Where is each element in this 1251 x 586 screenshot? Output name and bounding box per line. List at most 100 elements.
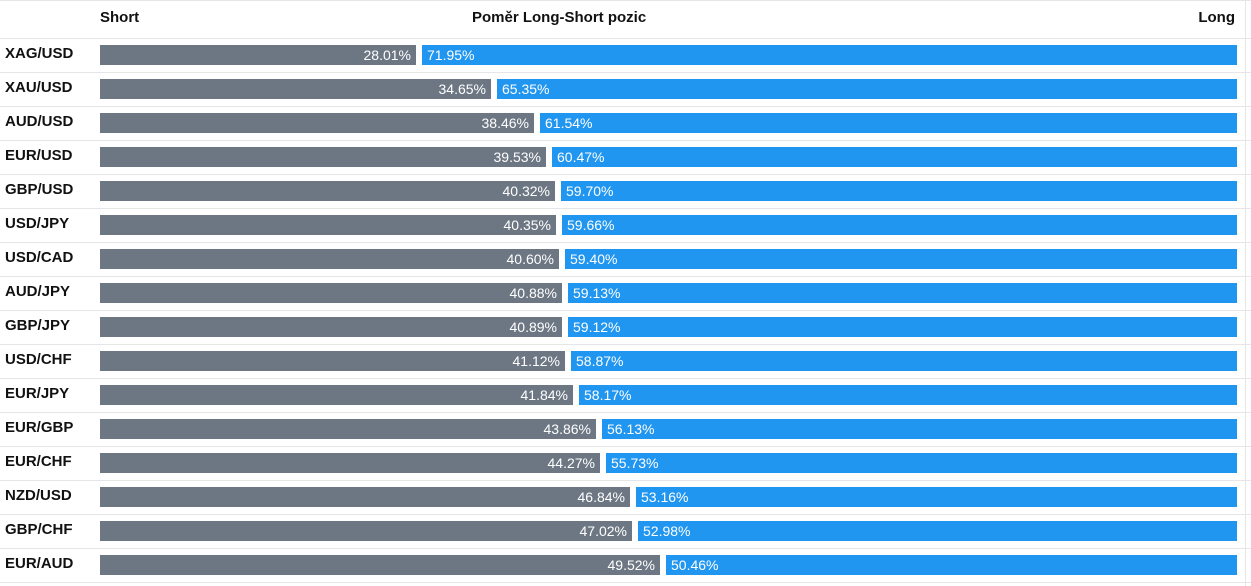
bar-row: USD/JPY 40.35% 59.66%: [0, 208, 1251, 242]
short-value-label: 40.60%: [506, 251, 554, 267]
bar-row: USD/CHF 41.12% 58.87%: [0, 344, 1251, 378]
bar-row: GBP/CHF 47.02% 52.98%: [0, 514, 1251, 548]
short-bar: 49.52%: [100, 555, 660, 575]
short-bar: 34.65%: [100, 79, 491, 99]
long-header-label: Long: [1198, 9, 1235, 26]
short-bar: 46.84%: [100, 487, 630, 507]
short-value-label: 43.86%: [543, 421, 591, 437]
chart-title: Poměr Long-Short pozic: [472, 9, 647, 26]
currency-pair-label: AUD/USD: [5, 113, 74, 130]
short-value-label: 40.32%: [502, 183, 550, 199]
long-bar: 59.40%: [565, 249, 1237, 269]
currency-pair-label: EUR/CHF: [5, 453, 72, 470]
long-bar: 65.35%: [497, 79, 1237, 99]
long-value-label: 59.70%: [566, 183, 614, 199]
short-value-label: 34.65%: [438, 81, 486, 97]
currency-pair-label: EUR/GBP: [5, 419, 74, 436]
currency-pair-label: USD/JPY: [5, 215, 70, 232]
long-value-label: 59.13%: [573, 285, 621, 301]
long-value-label: 58.87%: [576, 353, 624, 369]
long-bar: 59.12%: [568, 317, 1237, 337]
bar-row: EUR/USD 39.53% 60.47%: [0, 140, 1251, 174]
currency-pair-label: EUR/USD: [5, 147, 73, 164]
long-bar: 61.54%: [540, 113, 1237, 133]
short-bar: 44.27%: [100, 453, 600, 473]
long-bar: 59.70%: [561, 181, 1237, 201]
long-bar: 50.46%: [666, 555, 1237, 575]
long-value-label: 52.98%: [643, 523, 691, 539]
short-value-label: 41.12%: [512, 353, 560, 369]
long-bar: 59.13%: [568, 283, 1237, 303]
long-bar: 58.87%: [571, 351, 1237, 371]
long-bar: 53.16%: [636, 487, 1237, 507]
bar-row: XAU/USD 34.65% 65.35%: [0, 72, 1251, 106]
long-bar: 58.17%: [579, 385, 1237, 405]
bar-row: GBP/USD 40.32% 59.70%: [0, 174, 1251, 208]
long-value-label: 59.12%: [573, 319, 621, 335]
long-bar: 60.47%: [552, 147, 1237, 167]
long-value-label: 55.73%: [611, 455, 659, 471]
short-bar: 40.88%: [100, 283, 562, 303]
currency-pair-label: GBP/USD: [5, 181, 74, 198]
short-value-label: 44.27%: [547, 455, 595, 471]
bar-row: GBP/JPY 40.89% 59.12%: [0, 310, 1251, 344]
currency-pair-label: GBP/JPY: [5, 317, 71, 334]
long-value-label: 65.35%: [502, 81, 550, 97]
long-value-label: 58.17%: [584, 387, 632, 403]
short-bar: 41.12%: [100, 351, 565, 371]
short-bar: 40.89%: [100, 317, 562, 337]
short-bar: 39.53%: [100, 147, 546, 167]
short-bar: 41.84%: [100, 385, 573, 405]
long-value-label: 71.95%: [427, 47, 475, 63]
long-bar: 52.98%: [638, 521, 1237, 541]
short-bar: 47.02%: [100, 521, 632, 541]
short-value-label: 41.84%: [520, 387, 568, 403]
long-bar: 59.66%: [562, 215, 1237, 235]
bar-row: XAG/USD 28.01% 71.95%: [0, 38, 1251, 72]
long-value-label: 60.47%: [557, 149, 605, 165]
long-value-label: 61.54%: [545, 115, 593, 131]
short-bar: 43.86%: [100, 419, 596, 439]
short-bar: 40.60%: [100, 249, 559, 269]
currency-pair-label: EUR/AUD: [5, 555, 74, 572]
long-bar: 55.73%: [606, 453, 1237, 473]
bar-row: EUR/AUD 49.52% 50.46%: [0, 548, 1251, 582]
short-value-label: 40.35%: [503, 217, 551, 233]
short-value-label: 47.02%: [579, 523, 627, 539]
currency-pair-label: NZD/USD: [5, 487, 72, 504]
currency-pair-label: GBP/CHF: [5, 521, 73, 538]
bar-row: AUD/USD 38.46% 61.54%: [0, 106, 1251, 140]
bar-row: EUR/CHF 44.27% 55.73%: [0, 446, 1251, 480]
short-bar: 28.01%: [100, 45, 416, 65]
short-bar: 40.32%: [100, 181, 555, 201]
bar-row: EUR/JPY 41.84% 58.17%: [0, 378, 1251, 412]
short-value-label: 28.01%: [363, 47, 411, 63]
bar-row: AUD/JPY 40.88% 59.13%: [0, 276, 1251, 310]
currency-pair-label: XAG/USD: [5, 45, 74, 62]
short-header-label: Short: [100, 9, 140, 26]
short-bar: 38.46%: [100, 113, 534, 133]
long-value-label: 53.16%: [641, 489, 689, 505]
long-value-label: 50.46%: [671, 557, 719, 573]
long-value-label: 59.40%: [570, 251, 618, 267]
short-value-label: 38.46%: [481, 115, 529, 131]
long-value-label: 59.66%: [567, 217, 615, 233]
long-bar: 71.95%: [422, 45, 1237, 65]
short-bar: 40.35%: [100, 215, 556, 235]
short-value-label: 39.53%: [493, 149, 541, 165]
currency-pair-label: XAU/USD: [5, 79, 73, 96]
long-bar: 56.13%: [602, 419, 1237, 439]
short-value-label: 46.84%: [577, 489, 625, 505]
currency-pair-label: USD/CHF: [5, 351, 72, 368]
short-value-label: 40.89%: [509, 319, 557, 335]
currency-pair-label: USD/CAD: [5, 249, 74, 266]
currency-pair-label: EUR/JPY: [5, 385, 70, 402]
short-value-label: 40.88%: [509, 285, 557, 301]
long-value-label: 56.13%: [607, 421, 655, 437]
short-value-label: 49.52%: [607, 557, 655, 573]
bar-row: USD/CAD 40.60% 59.40%: [0, 242, 1251, 276]
bar-row: EUR/GBP 43.86% 56.13%: [0, 412, 1251, 446]
bar-row: NZD/USD 46.84% 53.16%: [0, 480, 1251, 514]
currency-pair-label: AUD/JPY: [5, 283, 71, 300]
